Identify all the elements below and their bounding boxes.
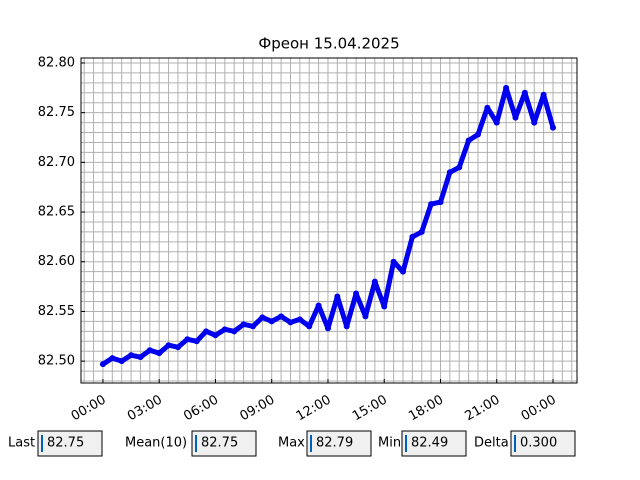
data-point [259,314,266,321]
chart-title: Фреон 15.04.2025 [258,35,399,53]
data-point [521,89,528,96]
data-point [390,258,397,265]
stat-label: Max [278,436,305,451]
y-tick-label: 82.70 [38,155,75,170]
data-point [362,313,369,320]
data-point [465,137,472,144]
data-point [184,336,191,343]
data-point [212,332,219,339]
data-point [474,131,481,138]
data-point [137,354,144,361]
stat-field: Mean(10) 82.75 [125,430,257,457]
data-point [493,119,500,126]
data-point [278,313,285,320]
data-point [174,344,181,351]
data-point [99,361,106,368]
stat-value: 82.75 [201,436,238,451]
stat-value: 0.300 [520,436,557,451]
stat-field: Max 82.79 [278,430,372,457]
data-point [446,169,453,176]
data-point [109,355,116,362]
data-point [428,201,435,208]
data-point [381,303,388,310]
data-point [249,323,256,330]
y-tick-label: 82.75 [38,105,75,120]
y-tick-label: 82.50 [38,354,75,369]
stat-input [510,430,576,457]
data-point [503,84,510,91]
data-point [418,228,425,235]
data-point [118,358,125,365]
data-point [193,338,200,345]
data-point [549,124,556,131]
data-point [287,319,294,326]
data-point [353,290,360,297]
stat-label: Delta [474,436,509,451]
y-tick-label: 82.60 [38,254,75,269]
data-point [512,114,519,121]
stat-label: Mean(10) [125,436,187,451]
data-point [484,104,491,111]
data-point [456,164,463,171]
data-point [324,325,331,332]
data-point [221,326,228,333]
data-point [203,328,210,335]
data-point [399,268,406,275]
data-point [371,278,378,285]
data-point [315,302,322,309]
plot-frame [80,57,578,384]
data-point [240,321,247,328]
stat-input [37,430,103,457]
data-point [231,328,238,335]
data-point [540,91,547,98]
stat-value: 82.79 [316,436,353,451]
y-tick-label: 82.80 [38,55,75,70]
stat-input [306,430,372,457]
data-point [343,323,350,330]
data-point [531,119,538,126]
stat-label: Min [378,436,401,451]
stat-input [401,430,467,457]
data-point [409,233,416,240]
y-tick-label: 82.55 [38,304,75,319]
data-point [128,352,135,359]
stat-value: 82.75 [47,436,84,451]
stat-input [191,430,257,457]
stat-field: Delta 0.300 [474,430,576,457]
stat-label: Last [8,436,35,451]
data-point [156,350,163,357]
y-tick-label: 82.65 [38,205,75,220]
data-point [437,199,444,206]
data-point [146,347,153,354]
data-point [306,323,313,330]
data-point [165,342,172,349]
data-point [296,316,303,323]
stat-field: Last 82.75 [8,430,103,457]
data-point [268,318,275,325]
stat-value: 82.49 [411,436,448,451]
data-point [334,293,341,300]
stat-field: Min 82.49 [378,430,467,457]
